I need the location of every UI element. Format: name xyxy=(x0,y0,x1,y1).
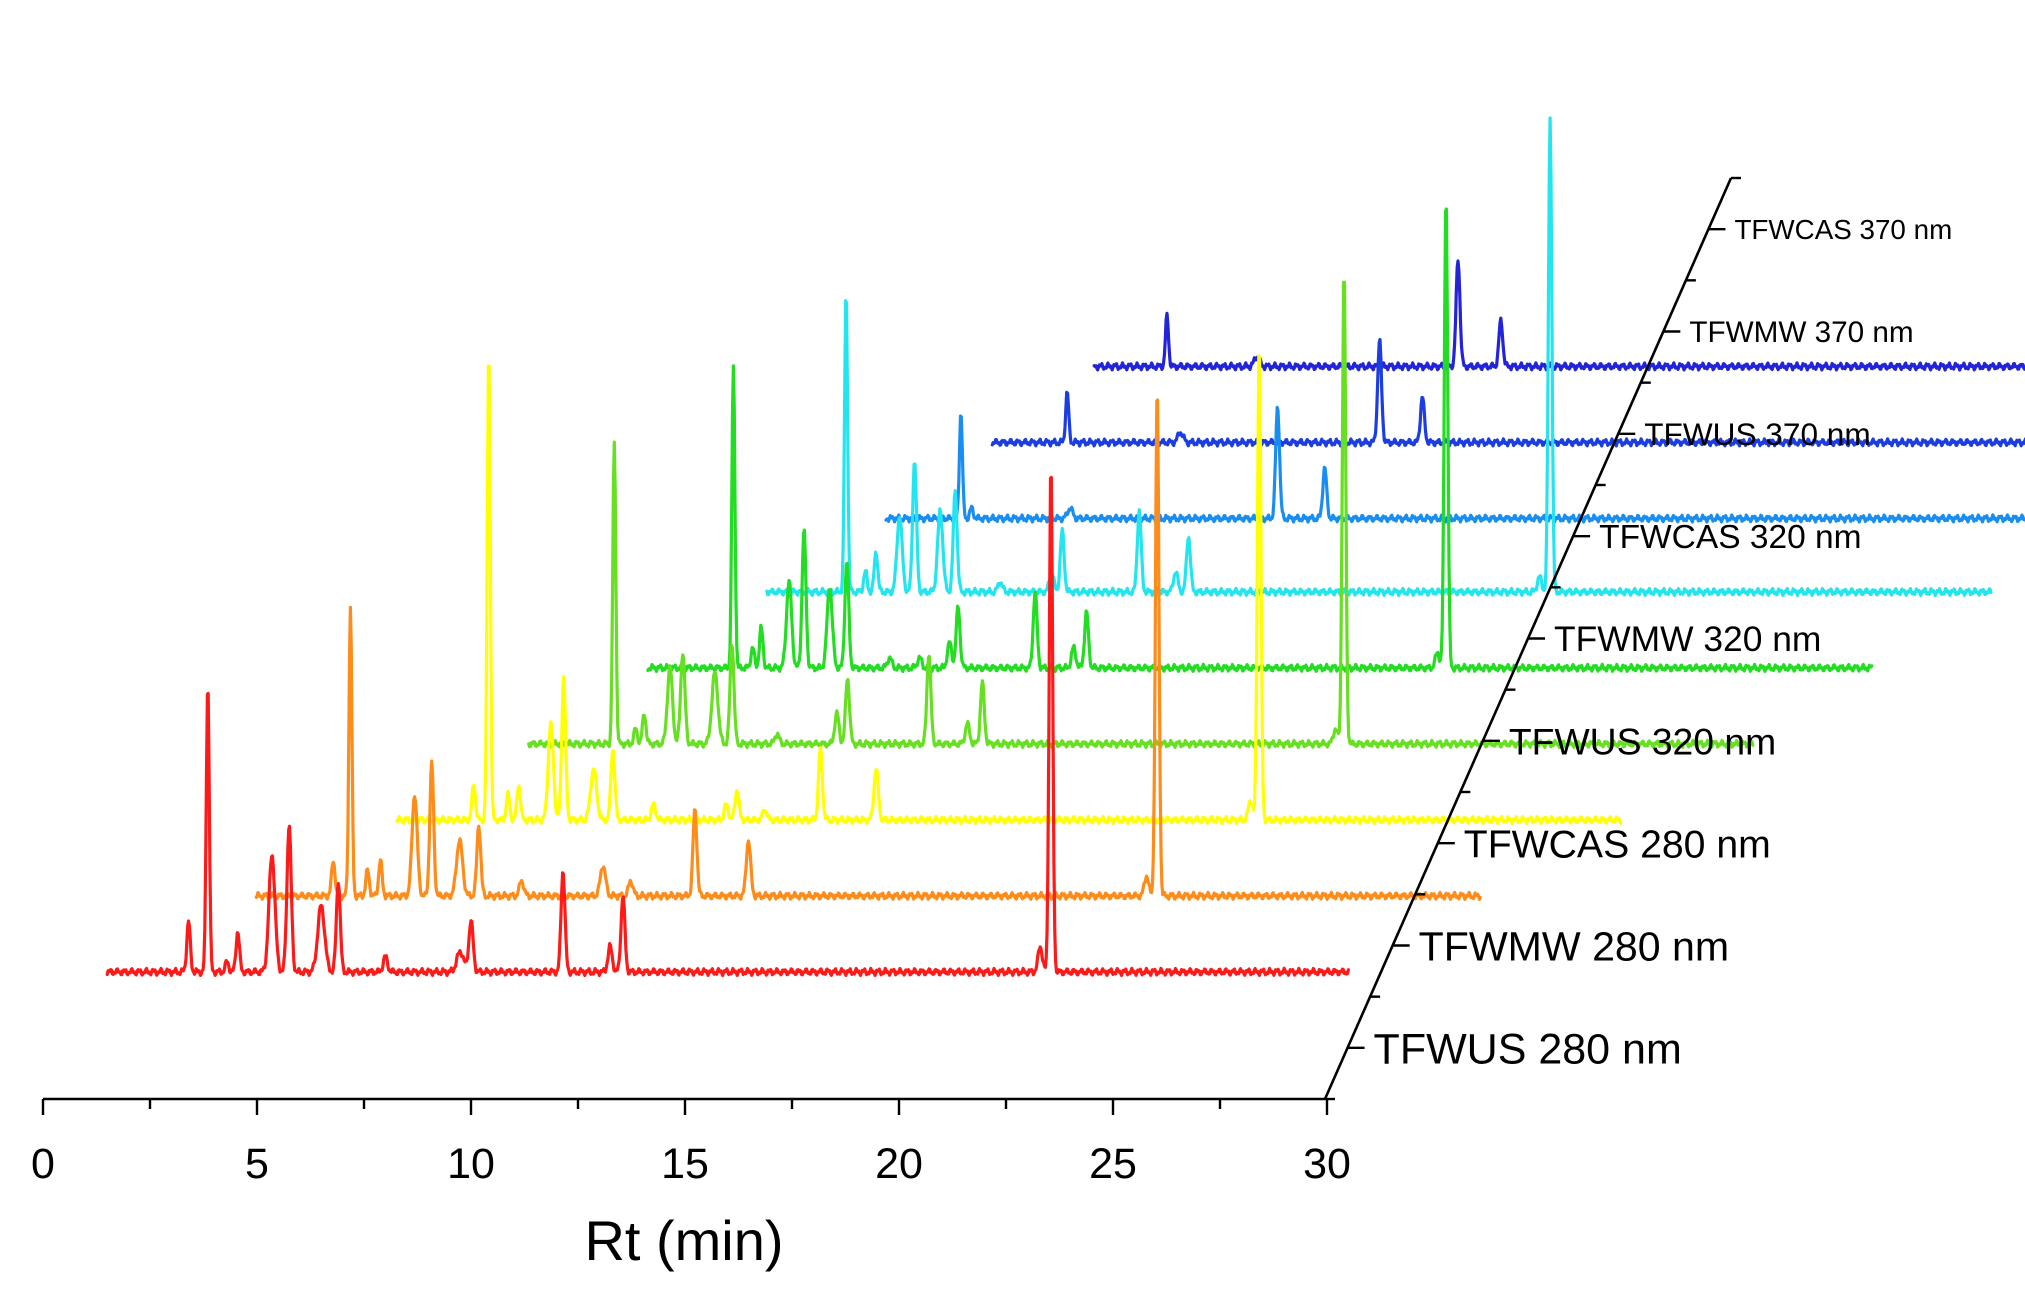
x-ticks xyxy=(41,1099,1329,1115)
series-label: TFWCAS 320 nm xyxy=(1599,519,1861,556)
x-tick-label: 0 xyxy=(31,1140,55,1188)
x-tick-label: 10 xyxy=(447,1140,495,1188)
x-tick-labels: 0 5 10 15 20 25 30 xyxy=(31,1140,1351,1188)
x-tick-label: 5 xyxy=(245,1140,269,1188)
series-labels: TFWUS 280 nm TFWMW 280 nm TFWCAS 280 nm TFW… xyxy=(1374,214,1953,1073)
depth-ticks xyxy=(1325,176,1741,1101)
series-line xyxy=(254,398,1482,901)
series-label: TFWCAS 280 nm xyxy=(1464,823,1771,866)
series-label: TFWMW 280 nm xyxy=(1419,923,1730,969)
x-tick-label: 30 xyxy=(1303,1140,1351,1188)
series-line xyxy=(527,280,1755,750)
x-tick-label: 15 xyxy=(661,1140,709,1188)
series-label: TFWMW 370 nm xyxy=(1689,316,1913,349)
series-line xyxy=(105,475,1350,978)
series-line xyxy=(646,207,1874,673)
series-label: TFWCAS 370 nm xyxy=(1734,214,1952,245)
series-label: TFWUS 280 nm xyxy=(1374,1025,1682,1073)
traces xyxy=(105,116,2025,978)
series-line xyxy=(990,337,2025,448)
series-label: TFWUS 320 nm xyxy=(1509,720,1776,762)
series-line xyxy=(1092,259,2025,372)
series-line xyxy=(765,116,1993,598)
series-label: TFWUS 370 nm xyxy=(1644,416,1870,452)
x-tick-label: 20 xyxy=(875,1140,923,1188)
series-line xyxy=(395,354,1623,826)
x-tick-label: 25 xyxy=(1089,1140,1137,1188)
series-line xyxy=(884,405,2025,524)
series-label: TFWMW 320 nm xyxy=(1554,619,1821,659)
x-axis-label: Rt (min) xyxy=(584,1209,783,1272)
